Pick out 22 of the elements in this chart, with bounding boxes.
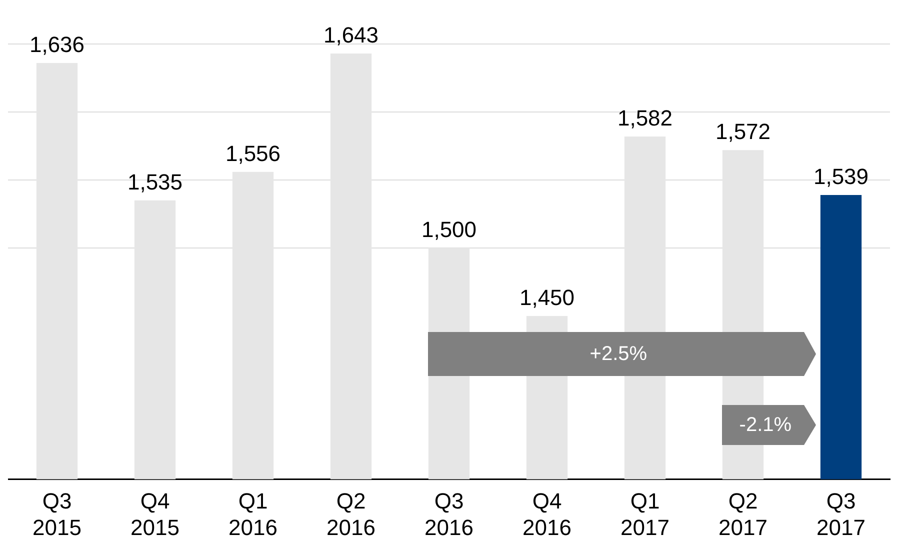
arrow-callout: +2.5% xyxy=(428,332,816,376)
annotation: +2.5% xyxy=(588,342,648,368)
data-label: 1,539 xyxy=(813,164,869,190)
data-label: 1,643 xyxy=(323,22,379,48)
data-label: 1,556 xyxy=(225,140,281,166)
x-tick-label: Q2 2017 xyxy=(718,488,768,540)
x-tick-label: Q3 2017 xyxy=(816,488,866,540)
data-label: 1,450 xyxy=(519,285,575,310)
x-tick-label: Q1 2017 xyxy=(620,488,670,540)
data-label: 1,636 xyxy=(29,32,85,58)
x-tick-label: Q2 2016 xyxy=(326,488,376,540)
data-label: 1,500 xyxy=(421,217,477,242)
annotation: -2.1% xyxy=(738,412,793,438)
x-tick-label: Q4 2016 xyxy=(522,488,572,540)
x-tick-label: Q3 2015 xyxy=(32,488,82,540)
x-tick-label: Q1 2016 xyxy=(228,488,278,540)
data-label: 1,582 xyxy=(617,106,673,131)
data-label: 1,572 xyxy=(715,119,771,144)
x-tick-label: Q4 2015 xyxy=(130,488,180,540)
arrow-callout: -2.1% xyxy=(722,404,816,445)
data-label: 1,535 xyxy=(127,169,183,194)
x-tick-label: Q3 2016 xyxy=(424,488,474,540)
